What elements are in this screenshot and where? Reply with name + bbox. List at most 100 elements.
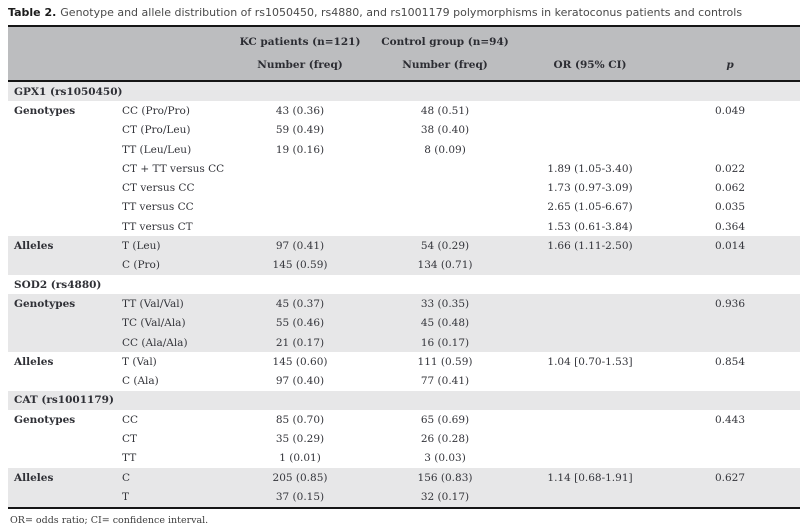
- kc-patients-value: 97 (0.40): [275, 375, 325, 388]
- table-row: T 37 (0.15) 32 (0.17): [8, 487, 800, 507]
- p-value: 0.854: [714, 355, 746, 368]
- control-group-value: 8 (0.09): [424, 143, 466, 156]
- kc-patients-value: 35 (0.29): [275, 432, 325, 445]
- kc-patients-value: 43 (0.36): [275, 104, 325, 117]
- control-group-value: 134 (0.71): [417, 259, 473, 272]
- control-group-value: 156 (0.83): [417, 471, 473, 484]
- table-row: Genotypes CC (Pro/Pro) 43 (0.36) 48 (0.5…: [8, 101, 800, 120]
- header-row-groups: KC patients (n=121) Control group (n=94): [8, 30, 800, 53]
- table-row: TT (Leu/Leu) 19 (0.16) 8 (0.09): [8, 140, 800, 159]
- col-header-kc-number-freq: Number (freq): [257, 58, 343, 71]
- row-variant-label: T (Leu): [122, 240, 161, 253]
- row-variant-label: T: [122, 490, 130, 503]
- control-group-value: 16 (0.17): [420, 336, 470, 349]
- row-variant-label: C (Pro): [122, 259, 160, 272]
- control-group-value: 33 (0.35): [420, 297, 470, 310]
- row-variant-label: TT: [122, 452, 137, 465]
- col-header-control-number-freq: Number (freq): [402, 58, 488, 71]
- p-value: 0.049: [714, 104, 746, 117]
- row-variant-label: CT + TT versus CC: [122, 162, 225, 175]
- control-group-value: 77 (0.41): [420, 375, 470, 388]
- row-variant-label: TT (Val/Val): [122, 297, 184, 310]
- footnote: OR= odds ratio; CI= confidence interval.: [10, 514, 209, 526]
- col-header-p-value: p: [726, 58, 734, 71]
- row-group-label: Genotypes: [14, 413, 76, 426]
- table-row: C (Pro) 145 (0.59) 134 (0.71): [8, 255, 800, 275]
- odds-ratio-value: 1.53 (0.61-3.84): [547, 220, 633, 233]
- table-number: Table 2.: [8, 6, 57, 19]
- row-variant-label: CC (Pro/Pro): [122, 104, 190, 117]
- row-variant-label: CT: [122, 432, 138, 445]
- kc-patients-value: 145 (0.59): [272, 259, 328, 272]
- row-group-label: Genotypes: [14, 297, 76, 310]
- kc-patients-value: 145 (0.60): [272, 355, 328, 368]
- row-group-label: Alleles: [14, 471, 54, 484]
- p-value: 0.062: [714, 182, 746, 195]
- odds-ratio-value: 1.73 (0.97-3.09): [547, 182, 633, 195]
- table-row: CT 35 (0.29) 26 (0.28): [8, 429, 800, 448]
- row-variant-label: C: [122, 471, 131, 484]
- p-value: 0.035: [714, 201, 746, 214]
- control-group-value: 26 (0.28): [420, 432, 470, 445]
- kc-patients-value: 21 (0.17): [275, 336, 325, 349]
- kc-patients-value: 55 (0.46): [275, 317, 325, 330]
- p-value: 0.627: [714, 471, 746, 484]
- row-variant-label: TT versus CT: [122, 220, 193, 233]
- table-row: C (Ala) 97 (0.40) 77 (0.41): [8, 371, 800, 390]
- control-group-value: 54 (0.29): [420, 240, 470, 253]
- p-value: 0.936: [714, 297, 746, 310]
- kc-patients-value: 85 (0.70): [275, 413, 325, 426]
- row-variant-label: TT versus CC: [122, 201, 194, 214]
- kc-patients-value: 37 (0.15): [275, 490, 325, 503]
- row-variant-label: TC (Val/Ala): [122, 317, 186, 330]
- table-row: CC (Ala/Ala) 21 (0.17) 16 (0.17): [8, 332, 800, 353]
- p-value: 0.364: [714, 220, 746, 233]
- section-header-row: GPX1 (rs1050450): [8, 82, 800, 102]
- row-variant-label: C (Ala): [122, 375, 159, 388]
- col-header-control-group: Control group (n=94): [381, 35, 509, 48]
- control-group-value: 45 (0.48): [420, 317, 470, 330]
- kc-patients-value: 205 (0.85): [272, 471, 328, 484]
- row-group-label: Alleles: [14, 355, 54, 368]
- odds-ratio-value: 1.14 [0.68-1.91]: [547, 471, 633, 484]
- section-label: CAT (rs1001179): [14, 394, 114, 407]
- table-row: CT versus CC 1.73 (0.97-3.09) 0.062: [8, 178, 800, 197]
- table-row: Alleles T (Leu) 97 (0.41) 54 (0.29) 1.66…: [8, 236, 800, 256]
- row-group-label: Alleles: [14, 240, 54, 253]
- table-header: KC patients (n=121) Control group (n=94)…: [8, 27, 800, 82]
- table-caption-text: Genotype and allele distribution of rs10…: [60, 6, 743, 19]
- genotype-table: KC patients (n=121) Control group (n=94)…: [8, 25, 800, 509]
- p-value: 0.443: [714, 413, 746, 426]
- table-row: TC (Val/Ala) 55 (0.46) 45 (0.48): [8, 313, 800, 333]
- col-header-or-ci: OR (95% CI): [553, 58, 627, 71]
- section-label: SOD2 (rs4880): [14, 278, 102, 291]
- row-variant-label: CC (Ala/Ala): [122, 336, 188, 349]
- table-row: CT (Pro/Leu) 59 (0.49) 38 (0.40): [8, 121, 800, 140]
- table-row: TT versus CC 2.65 (1.05-6.67) 0.035: [8, 198, 800, 217]
- table-caption: Table 2. Genotype and allele distribution…: [8, 6, 800, 20]
- table-body: GPX1 (rs1050450) Genotypes CC (Pro/Pro) …: [8, 82, 800, 507]
- header-row-subcolumns: Number (freq) Number (freq) OR (95% CI) …: [8, 53, 800, 76]
- row-variant-label: CC: [122, 413, 139, 426]
- row-variant-label: T (Val): [122, 355, 157, 368]
- section-header-row: SOD2 (rs4880): [8, 275, 800, 294]
- kc-patients-value: 97 (0.41): [275, 240, 325, 253]
- table-row: Genotypes TT (Val/Val) 45 (0.37) 33 (0.3…: [8, 294, 800, 314]
- kc-patients-value: 45 (0.37): [275, 297, 325, 310]
- row-group-label: Genotypes: [14, 104, 76, 117]
- control-group-value: 32 (0.17): [420, 490, 470, 503]
- table-row: Genotypes CC 85 (0.70) 65 (0.69) 0.443: [8, 410, 800, 429]
- section-label: GPX1 (rs1050450): [14, 85, 123, 98]
- kc-patients-value: 19 (0.16): [275, 143, 325, 156]
- odds-ratio-value: 1.89 (1.05-3.40): [547, 162, 633, 175]
- odds-ratio-value: 1.04 [0.70-1.53]: [547, 355, 633, 368]
- kc-patients-value: 1 (0.01): [279, 452, 321, 465]
- row-variant-label: CT (Pro/Leu): [122, 124, 191, 137]
- p-value: 0.022: [714, 162, 746, 175]
- kc-patients-value: 59 (0.49): [275, 124, 325, 137]
- table-row: Alleles C 205 (0.85) 156 (0.83) 1.14 [0.…: [8, 467, 800, 488]
- table-row: Alleles T (Val) 145 (0.60) 111 (0.59) 1.…: [8, 352, 800, 371]
- control-group-value: 65 (0.69): [420, 413, 470, 426]
- control-group-value: 48 (0.51): [420, 104, 470, 117]
